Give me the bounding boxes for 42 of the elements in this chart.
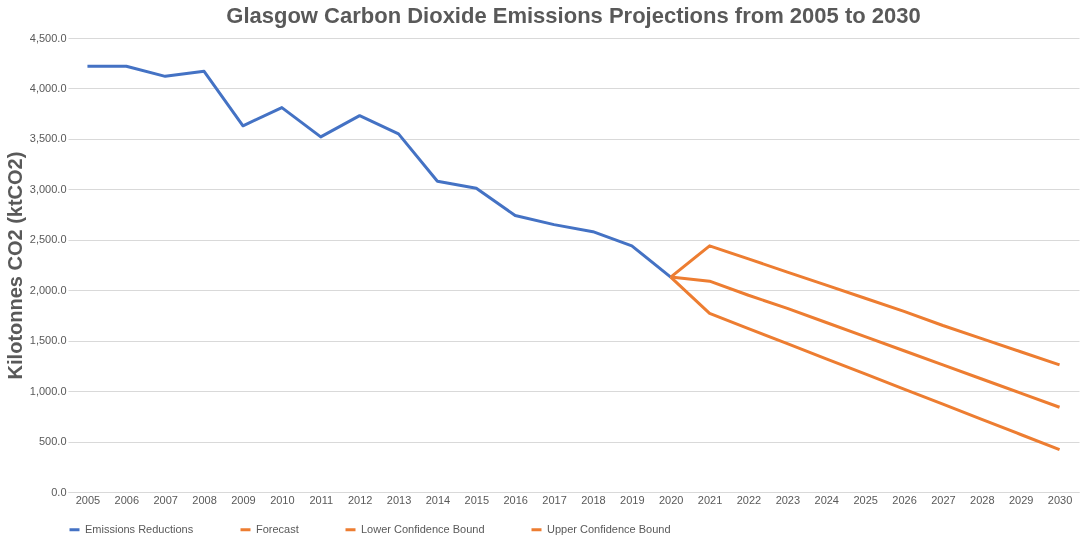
x-tick-label: 2023 <box>775 493 801 506</box>
y-axis-title: Kilotonnes CO2 (ktCO2) <box>3 151 26 380</box>
x-tick-label: 2022 <box>736 493 762 506</box>
x-tick-label: 2008 <box>192 493 217 506</box>
y-tick-label: 3,000.0 <box>29 182 67 195</box>
y-tick-label: 4,000.0 <box>29 81 67 94</box>
chart-title: Glasgow Carbon Dioxide Emissions Projections from 2005 to 2030 <box>226 3 921 28</box>
x-tick-label: 2021 <box>697 493 723 506</box>
y-tick-label: 3,500.0 <box>29 132 67 145</box>
x-tick-label: 2010 <box>270 493 295 506</box>
x-tick-label: 2018 <box>581 493 606 506</box>
y-tick-label: 2,500.0 <box>29 233 67 246</box>
x-tick-label: 2019 <box>620 493 645 506</box>
x-tick-label: 2028 <box>970 493 995 506</box>
x-tick-label: 2016 <box>503 493 528 506</box>
x-tick-label: 2029 <box>1008 493 1034 506</box>
x-tick-label: 2015 <box>464 493 490 506</box>
x-tick-label: 2013 <box>386 493 412 506</box>
y-tick-label: 500.0 <box>38 435 67 448</box>
x-tick-label: 2006 <box>114 493 140 506</box>
x-tick-label: 2026 <box>892 493 917 506</box>
x-tick-label: 2014 <box>425 493 451 506</box>
legend-label: Emissions Reductions <box>85 522 194 535</box>
x-tick-label: 2024 <box>814 493 839 506</box>
x-tick-label: 2027 <box>931 493 956 506</box>
x-tick-label: 2025 <box>853 493 878 506</box>
y-tick-label: 4,500.0 <box>29 31 67 44</box>
x-tick-label: 2017 <box>542 493 567 506</box>
x-tick-label: 2005 <box>75 493 101 506</box>
legend-label: Upper Confidence Bound <box>547 522 671 535</box>
legend-label: Lower Confidence Bound <box>361 522 485 535</box>
y-tick-label: 2,000.0 <box>29 283 67 296</box>
x-tick-label: 2007 <box>153 493 178 506</box>
x-tick-label: 2011 <box>309 493 334 506</box>
legend-label: Forecast <box>256 522 299 535</box>
y-tick-label: 0.0 <box>51 485 67 498</box>
x-tick-label: 2030 <box>1047 493 1073 506</box>
x-tick-label: 2020 <box>658 493 684 506</box>
y-tick-label: 1,000.0 <box>29 384 67 397</box>
x-tick-label: 2012 <box>347 493 373 506</box>
y-tick-label: 1,500.0 <box>29 334 67 347</box>
x-tick-label: 2009 <box>231 493 256 506</box>
